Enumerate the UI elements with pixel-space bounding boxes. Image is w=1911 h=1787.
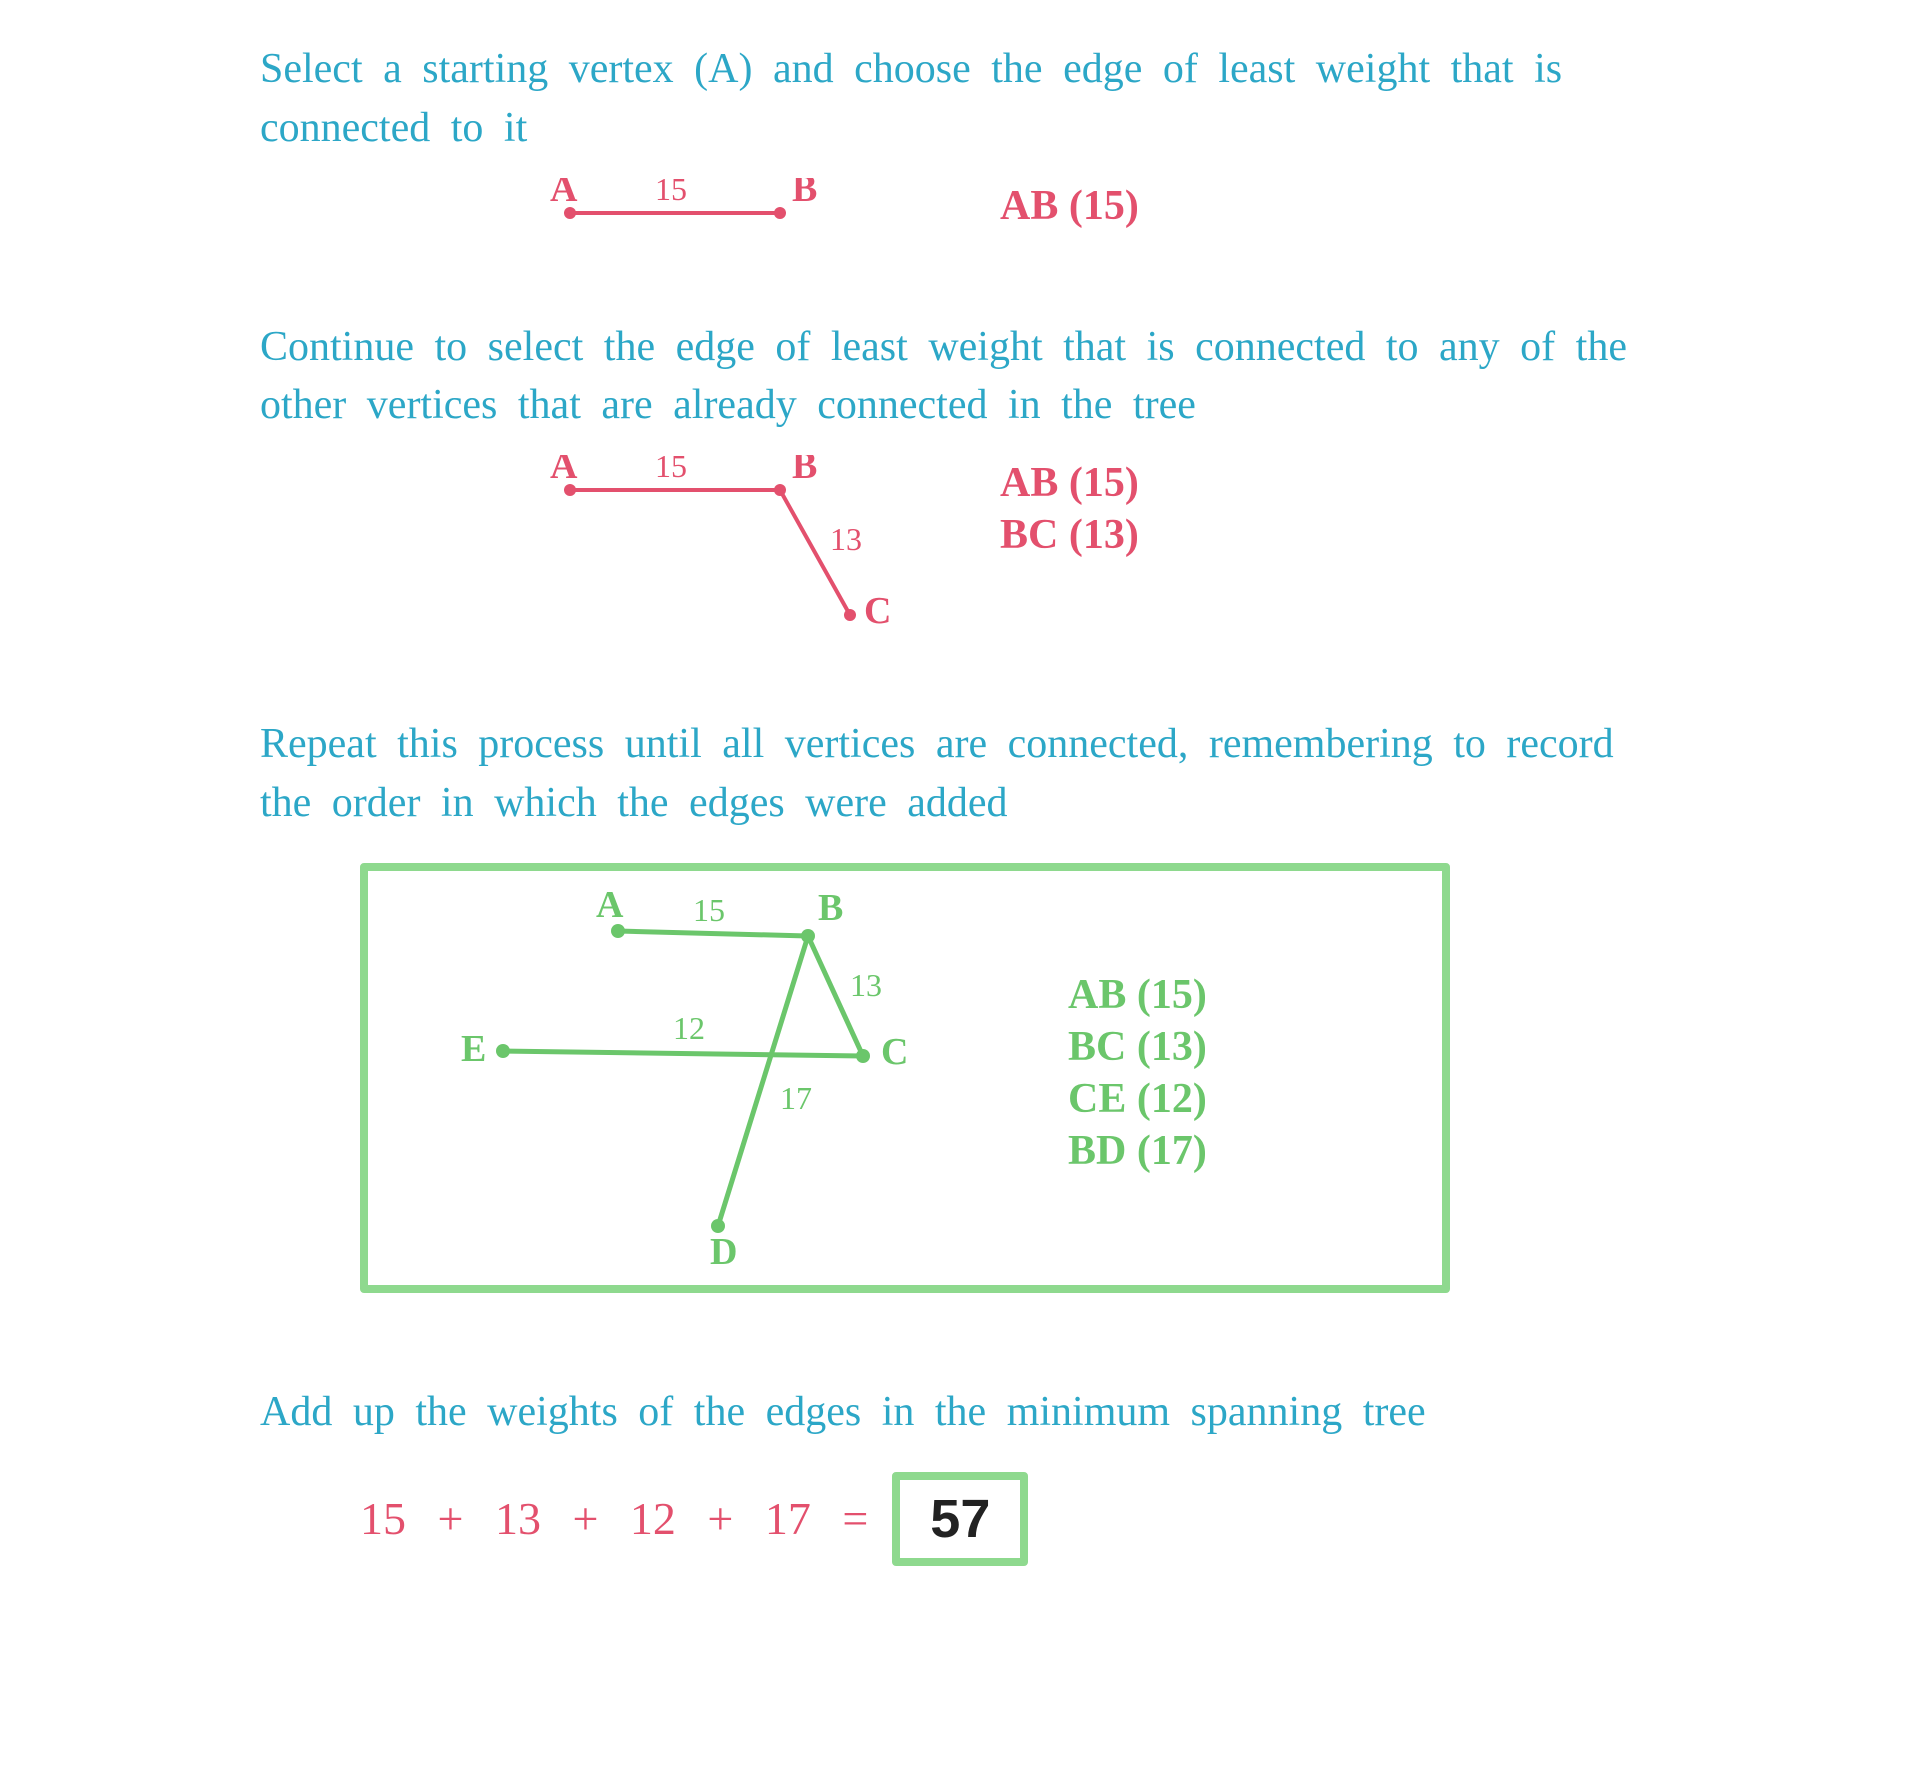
svg-text:A: A	[550, 455, 578, 487]
edge-list-entry: AB (15)	[1000, 182, 1139, 230]
step3-graph: 15 13 12 17 A B C E D	[418, 871, 978, 1281]
step2-edge-list: AB (15)BC (13)	[1000, 459, 1139, 563]
step2-container: Continue to select the edge of least wei…	[260, 318, 1651, 676]
svg-text:B: B	[792, 178, 817, 210]
step1-instruction: Select a starting vertex (A) and choose …	[260, 40, 1651, 158]
final-equation: 15 + 13 + 12 + 17 = 57	[360, 1472, 1651, 1566]
svg-text:13: 13	[850, 967, 882, 1003]
step2-graph: 15 13 A B C	[520, 455, 940, 655]
svg-text:C: C	[864, 590, 891, 632]
step3-instruction: Repeat this process until all vertices a…	[260, 715, 1651, 833]
step2-instruction: Continue to select the edge of least wei…	[260, 318, 1651, 436]
step3-edge-list: AB (15)BC (13)CE (12)BD (17)	[1068, 971, 1207, 1179]
svg-text:15: 15	[655, 455, 687, 484]
final-container: Add up the weights of the edges in the m…	[260, 1383, 1651, 1566]
edge-list-entry: AB (15)	[1068, 971, 1207, 1019]
svg-text:15: 15	[693, 892, 725, 928]
svg-text:12: 12	[673, 1010, 705, 1046]
svg-text:15: 15	[655, 178, 687, 207]
edge-list-entry: CE (12)	[1068, 1075, 1207, 1123]
edge-list-entry: BC (13)	[1000, 511, 1139, 559]
svg-text:13: 13	[830, 521, 862, 557]
solution-box: 15 13 12 17 A B C E D AB (15)BC (13)CE (12)BD (1…	[360, 863, 1450, 1293]
step1-edge-list: AB (15)	[1000, 182, 1139, 234]
svg-text:C: C	[881, 1031, 908, 1073]
step1-container: Select a starting vertex (A) and choose …	[260, 40, 1651, 278]
edge-list-entry: AB (15)	[1000, 459, 1139, 507]
final-instruction: Add up the weights of the edges in the m…	[260, 1383, 1651, 1442]
edge-list-entry: BC (13)	[1068, 1023, 1207, 1071]
svg-text:B: B	[818, 887, 843, 929]
edge-list-entry: BD (17)	[1068, 1127, 1207, 1175]
step3-container: Repeat this process until all vertices a…	[260, 715, 1651, 1293]
svg-text:B: B	[792, 455, 817, 487]
step1-graph: 15 A B	[520, 178, 920, 258]
svg-text:A: A	[550, 178, 578, 210]
equation-terms: 15 + 13 + 12 + 17 =	[360, 1492, 868, 1545]
svg-text:17: 17	[780, 1080, 812, 1116]
svg-text:E: E	[461, 1028, 486, 1070]
svg-text:A: A	[596, 884, 624, 926]
result-box: 57	[892, 1472, 1028, 1566]
svg-text:D: D	[710, 1231, 737, 1273]
